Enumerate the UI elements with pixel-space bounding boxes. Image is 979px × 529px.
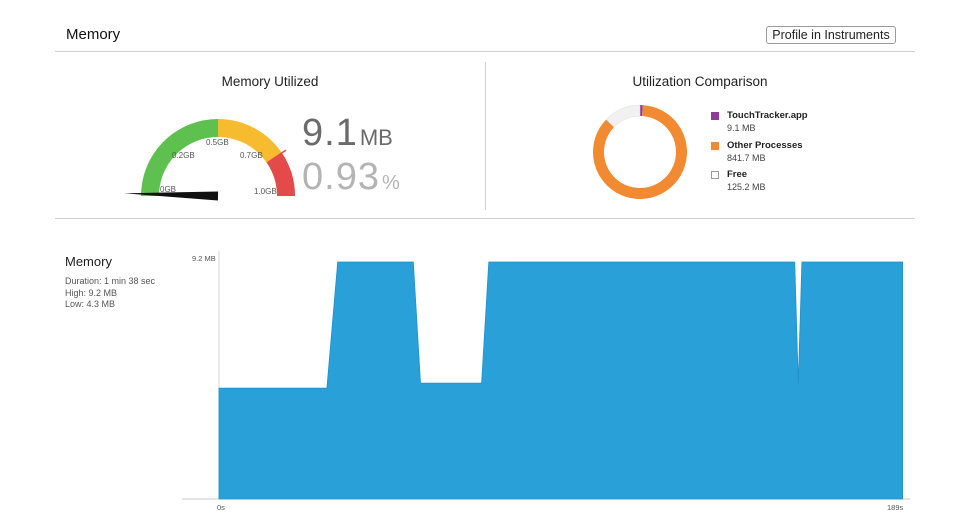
- legend-value: 125.2 MB: [727, 182, 766, 192]
- gauge-label-0gb: 0GB: [160, 185, 176, 194]
- memory-percent-unit: %: [381, 172, 400, 194]
- header-title: Memory: [66, 26, 121, 43]
- gauge-label-0-2gb: 0.2GB: [172, 151, 195, 160]
- memory-usage-area: [218, 261, 903, 500]
- gauge-yellow-arc: [217, 119, 282, 164]
- gauge-green-arc: [141, 119, 219, 197]
- legend-item-free: Free 125.2 MB: [711, 169, 808, 199]
- gauge-label-0-7gb: 0.7GB: [240, 151, 263, 160]
- chart-x-start-label: 0s: [217, 503, 225, 512]
- memory-gauge: 0GB 0.2GB 0.5GB 0.7GB 1.0GB: [124, 119, 295, 201]
- gauge-red-arc: [266, 152, 295, 197]
- gauge-label-1-0gb: 1.0GB: [254, 187, 277, 196]
- legend-value: 9.1 MB: [727, 123, 756, 133]
- legend-item-other-processes: Other Processes 841.7 MB: [711, 140, 808, 170]
- gauge-needle: [124, 191, 219, 201]
- legend-name: Other Processes: [727, 139, 803, 151]
- profile-in-instruments-button[interactable]: Profile in Instruments: [766, 26, 896, 44]
- memory-timeline-chart: 9.2 MB 0s 189s: [182, 251, 910, 512]
- memory-used-unit: MB: [359, 125, 393, 150]
- gauge-red-tick: [266, 149, 287, 164]
- chart-x-end-label: 189s: [887, 503, 904, 512]
- header-divider: [55, 51, 915, 52]
- memory-used-value: 9.1MB: [302, 112, 393, 155]
- legend-name: TouchTracker.app: [727, 110, 808, 121]
- legend-swatch-free: [711, 171, 719, 179]
- memory-detail-title: Memory: [65, 254, 112, 269]
- legend-swatch-touchtracker: [711, 112, 719, 120]
- gauge-label-0-5gb: 0.5GB: [206, 138, 229, 147]
- memory-duration: Duration: 1 min 38 sec: [65, 276, 156, 286]
- memory-utilized-title: Memory Utilized: [221, 74, 319, 89]
- utilization-comparison-title: Utilization Comparison: [632, 74, 768, 89]
- memory-used-percent: 0.93%: [302, 156, 400, 199]
- donut-segment-touchtracker: [640, 105, 643, 117]
- memory-used-number: 9.1: [302, 112, 358, 154]
- memory-low: Low: 4.3 MB: [65, 299, 116, 309]
- memory-percent-number: 0.93: [302, 156, 380, 198]
- chart-y-max-label: 9.2 MB: [192, 254, 216, 263]
- utilization-donut: [593, 104, 687, 199]
- donut-legend: TouchTracker.app 9.1 MB Other Processes …: [711, 110, 808, 199]
- section-divider-vertical: [485, 62, 486, 210]
- legend-name: Free: [727, 169, 748, 180]
- memory-detail-stats: Duration: 1 min 38 sec High: 9.2 MB Low:…: [65, 276, 155, 311]
- legend-item-touchtracker: TouchTracker.app 9.1 MB: [711, 110, 808, 140]
- legend-value: 841.7 MB: [727, 152, 766, 163]
- legend-swatch-other-processes: [711, 141, 719, 150]
- memory-high: High: 9.2 MB: [65, 287, 118, 298]
- summary-divider: [55, 218, 915, 219]
- donut-segment-free: [605, 104, 641, 128]
